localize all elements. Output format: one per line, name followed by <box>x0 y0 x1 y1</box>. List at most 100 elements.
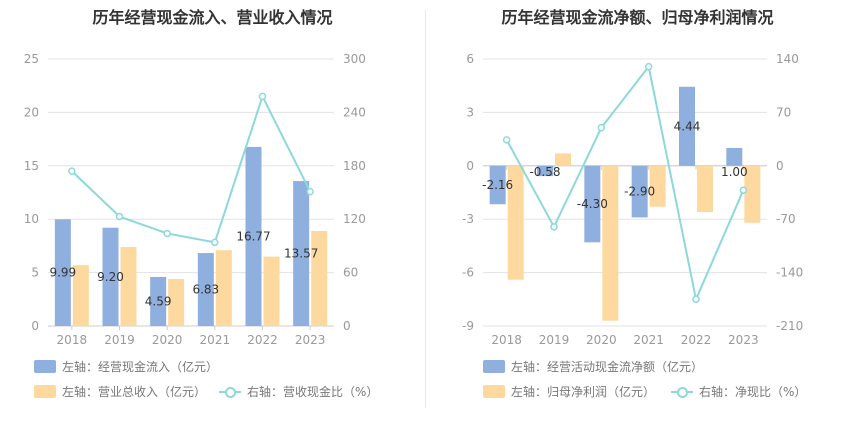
bar-secondary <box>555 153 571 166</box>
y-right-tick-label: 0 <box>776 159 784 173</box>
x-tick-label: 2023 <box>295 333 326 347</box>
x-tick-label: 2021 <box>200 333 231 347</box>
y-left-tick-label: 0 <box>466 159 474 173</box>
x-tick-label: 2021 <box>633 333 664 347</box>
x-tick-label: 2020 <box>586 333 617 347</box>
y-right-tick-label: 240 <box>343 105 366 119</box>
legend-right: 左轴：经营活动现金流净额（亿元） 左轴：归母净利润（亿元） 右轴：净现比（%） <box>425 0 850 437</box>
line-point <box>258 92 267 101</box>
y-left-tick-label: 20 <box>24 105 39 119</box>
bar-secondary <box>311 230 328 326</box>
y-left-tick-label: -6 <box>462 266 474 280</box>
legend-item-left-1[interactable]: 左轴：营业总收入（亿元） <box>34 383 206 400</box>
bar-secondary <box>744 165 761 223</box>
line-point <box>692 295 700 304</box>
legend-swatch-line <box>219 385 241 399</box>
legend-label: 右轴：营收现金比（%） <box>247 385 379 399</box>
line-point <box>211 238 219 247</box>
x-tick-label: 2020 <box>152 333 183 347</box>
x-tick-label: 2018 <box>491 333 522 347</box>
y-left-tick-label: 3 <box>466 105 474 119</box>
y-right-tick-label: 70 <box>776 105 791 119</box>
bar-secondary <box>602 165 619 321</box>
legend-label: 左轴：经营现金流入（亿元） <box>62 360 219 374</box>
y-left-tick-label: -9 <box>462 319 474 333</box>
y-left-tick-label: -3 <box>462 212 474 226</box>
legend-label: 左轴：营业总收入（亿元） <box>62 385 207 399</box>
bar-secondary <box>215 250 232 326</box>
bar-secondary <box>507 165 524 280</box>
y-right-tick-label: -210 <box>776 319 803 333</box>
data-label: 1.00 <box>721 165 748 179</box>
y-right-tick-label: -140 <box>776 266 803 280</box>
legend-item-left-2[interactable]: 右轴：营收现金比（%） <box>219 383 378 400</box>
bar-primary <box>489 165 506 205</box>
data-label: -4.30 <box>577 197 608 211</box>
y-right-tick-label: -70 <box>776 212 796 226</box>
line-point <box>502 136 511 144</box>
y-right-tick-label: 180 <box>343 159 366 173</box>
x-tick-label: 2019 <box>539 333 570 347</box>
line-point <box>163 229 171 238</box>
y-left-tick-label: 0 <box>31 319 39 333</box>
bar-secondary <box>697 165 713 213</box>
data-label: 6.83 <box>192 283 219 297</box>
y-right-tick-label: 0 <box>343 319 351 333</box>
series-line <box>505 64 745 303</box>
chart-title-right: 历年经营现金流净额、归母净利润情况 <box>501 8 774 27</box>
legend-swatch-line <box>671 385 693 399</box>
legend-item-right-2[interactable]: 右轴：净现比（%） <box>671 383 806 400</box>
data-label: 9.20 <box>97 270 124 284</box>
line-point <box>597 123 606 132</box>
bar-primary <box>293 181 310 326</box>
legend-item-left-0[interactable]: 左轴：经营现金流入（亿元） <box>34 358 218 375</box>
data-label: -2.16 <box>482 178 513 192</box>
y-left-tick-label: 15 <box>24 159 39 173</box>
y-right-tick-label: 60 <box>343 266 358 280</box>
data-label: 13.57 <box>284 247 318 261</box>
legend-swatch-bar <box>483 385 505 398</box>
series-line <box>71 93 312 244</box>
bar-primary <box>245 146 262 326</box>
y-right-tick-label: 120 <box>343 212 366 226</box>
legend-item-right-0[interactable]: 左轴：经营活动现金流净额（亿元） <box>483 358 703 375</box>
data-label: 4.59 <box>145 294 172 308</box>
panel-divider <box>425 10 426 408</box>
x-tick-label: 2019 <box>104 333 135 347</box>
data-label: -2.90 <box>624 185 655 199</box>
y-left-tick-label: 25 <box>24 52 39 66</box>
x-tick-label: 2018 <box>57 333 88 347</box>
legend-left: 左轴：经营现金流入（亿元） 左轴：营业总收入（亿元） 右轴：营收现金比（%） <box>34 358 378 400</box>
chart-title-left: 历年经营现金流入、营业收入情况 <box>92 8 333 27</box>
bar-secondary <box>120 246 137 326</box>
bar-secondary <box>649 165 666 207</box>
bar-primary <box>102 227 119 326</box>
bar-primary <box>197 253 214 326</box>
bar-secondary <box>72 265 89 326</box>
y-right-tick-label: 140 <box>776 52 799 66</box>
legend-label: 左轴：归母净利润（亿元） <box>511 385 656 399</box>
line-point <box>306 187 314 196</box>
legend-label: 右轴：净现比（%） <box>699 385 807 399</box>
x-tick-label: 2022 <box>681 333 712 347</box>
chart-left: 0 5 10 15 20 25 0 60 120 180 240 300 2018 2019 2020 202… <box>24 52 366 347</box>
legend-swatch-bar <box>34 385 56 398</box>
bar-secondary <box>168 279 185 326</box>
y-left-tick-label: 5 <box>31 266 39 280</box>
bar-secondary <box>263 256 280 326</box>
data-label: 4.44 <box>674 119 701 133</box>
bar-primary <box>631 165 648 218</box>
y-right-tick-label: 300 <box>343 52 366 66</box>
y-left-tick-label: 6 <box>466 52 474 66</box>
data-label: 9.99 <box>49 266 76 280</box>
legend-swatch-bar <box>483 360 505 373</box>
legend-item-right-1[interactable]: 左轴：归母净利润（亿元） <box>483 383 655 400</box>
bar-primary <box>537 165 553 177</box>
y-left-tick-label: 10 <box>24 212 39 226</box>
line-point <box>115 212 124 221</box>
data-label: 16.77 <box>236 229 270 243</box>
data-label: -0.58 <box>529 165 560 179</box>
legend-swatch-bar <box>34 360 56 373</box>
bar-primary <box>150 276 167 326</box>
